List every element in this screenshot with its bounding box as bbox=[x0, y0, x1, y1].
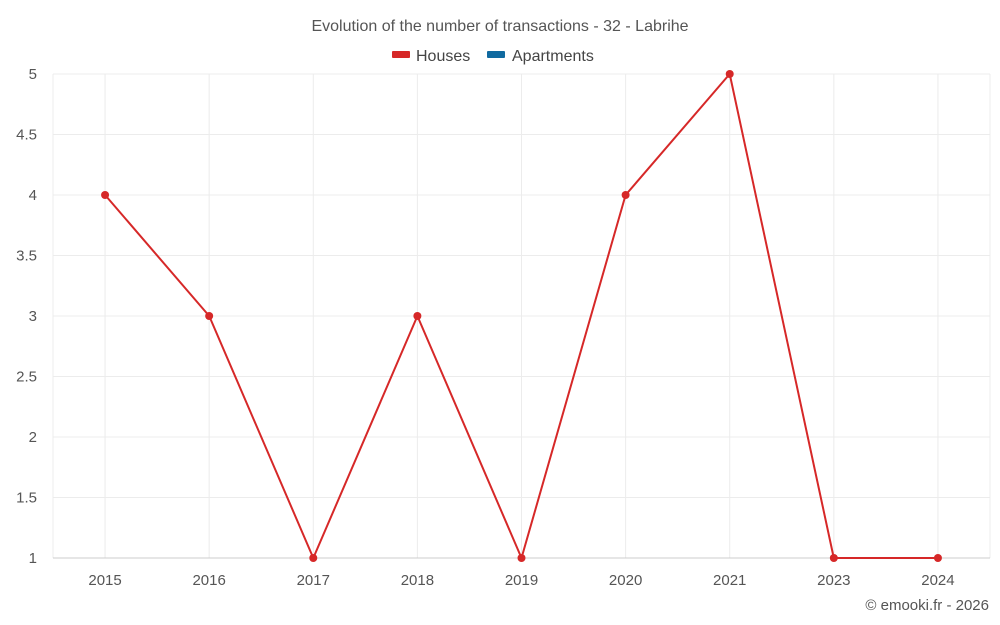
legend-label-houses: Houses bbox=[416, 48, 470, 65]
data-point-houses[interactable] bbox=[205, 312, 214, 320]
y-tick-label: 2.5 bbox=[16, 369, 37, 386]
x-tick-label: 2016 bbox=[192, 572, 225, 589]
grid bbox=[52, 73, 991, 559]
y-tick-label: 3 bbox=[29, 308, 37, 325]
x-tick-label: 2018 bbox=[401, 572, 434, 589]
data-point-houses[interactable] bbox=[309, 554, 318, 562]
y-axis: 1 1.5 2 2.5 3 3.5 4 4.5 5 bbox=[16, 66, 37, 567]
x-tick-label: 2021 bbox=[713, 572, 746, 589]
x-tick-label: 2015 bbox=[88, 572, 121, 589]
data-point-houses[interactable] bbox=[621, 191, 630, 199]
legend-swatch-houses bbox=[392, 51, 410, 58]
x-tick-label: 2019 bbox=[505, 572, 538, 589]
x-tick-label: 2023 bbox=[817, 572, 850, 589]
data-point-houses[interactable] bbox=[517, 554, 526, 562]
data-point-houses[interactable] bbox=[933, 554, 942, 562]
y-tick-label: 4.5 bbox=[16, 127, 37, 144]
legend-label-apartments: Apartments bbox=[512, 48, 594, 65]
data-point-houses[interactable] bbox=[829, 554, 838, 562]
x-tick-label: 2017 bbox=[297, 572, 330, 589]
data-point-houses[interactable] bbox=[413, 312, 422, 320]
y-tick-label: 3.5 bbox=[16, 248, 37, 265]
y-tick-label: 4 bbox=[29, 187, 37, 204]
y-tick-label: 5 bbox=[29, 66, 37, 83]
legend-item-apartments[interactable]: Apartments bbox=[487, 48, 594, 65]
y-tick-label: 1 bbox=[29, 550, 37, 567]
legend-item-houses[interactable]: Houses bbox=[392, 48, 470, 65]
y-tick-label: 1.5 bbox=[16, 490, 37, 507]
legend-swatch-apartments bbox=[487, 51, 505, 58]
legend: Houses Apartments bbox=[392, 48, 594, 65]
x-axis: 2015 2016 2017 2018 2019 2020 2021 2023 2024 bbox=[53, 557, 990, 589]
x-tick-label: 2020 bbox=[609, 572, 642, 589]
x-tick-label: 2024 bbox=[921, 572, 954, 589]
credit-text: © emooki.fr - 2026 bbox=[865, 597, 989, 614]
plot-area bbox=[101, 70, 942, 562]
chart-title: Evolution of the number of transactions … bbox=[311, 18, 688, 35]
y-tick-label: 2 bbox=[29, 429, 37, 446]
data-point-houses[interactable] bbox=[101, 191, 110, 199]
data-point-houses[interactable] bbox=[725, 70, 734, 78]
